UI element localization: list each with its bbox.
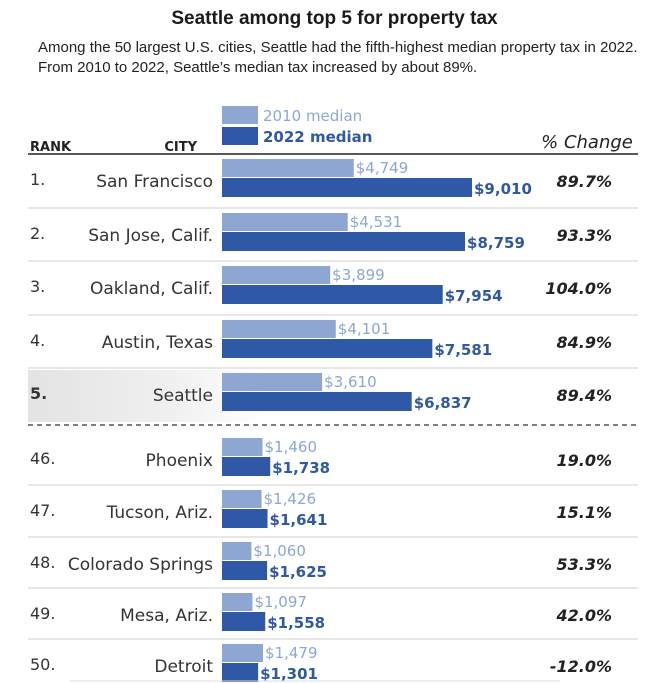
percent-change: 53.3% xyxy=(556,555,612,574)
legend-swatch-2010 xyxy=(222,106,258,124)
bar-2022 xyxy=(222,392,412,411)
table-row: $4,101 $7,581 4. Austin, Texas 84.9% xyxy=(28,320,638,369)
bar-2022 xyxy=(222,232,466,251)
bar-2022 xyxy=(222,612,266,631)
bar-2022 xyxy=(222,178,472,197)
bar-2010 xyxy=(222,266,331,284)
table-row: $1,460 $1,738 46. Phoenix 19.0% xyxy=(28,438,638,486)
rank-label: 50. xyxy=(30,655,55,674)
bar-label-2010: $3,610 xyxy=(324,373,377,391)
bar-label-2022: $1,625 xyxy=(269,563,327,581)
bar-label-2010: $1,426 xyxy=(264,490,317,508)
column-headers: RANK CITY % Change xyxy=(28,132,638,155)
percent-change: -12.0% xyxy=(550,657,612,676)
bar-2010 xyxy=(222,593,253,611)
legend-label-2010: 2010 median xyxy=(263,107,362,125)
rank-label: 4. xyxy=(30,331,45,350)
bar-label-2010: $1,479 xyxy=(265,644,318,662)
percent-change: 84.9% xyxy=(556,333,612,352)
city-label: Detroit xyxy=(154,657,213,677)
rank-label: 5. xyxy=(30,384,47,403)
percent-change: 89.7% xyxy=(556,172,612,191)
bar-label-2010: $1,097 xyxy=(254,593,307,611)
bar-label-2022: $1,558 xyxy=(267,614,325,632)
bar-2022 xyxy=(222,285,443,304)
percent-change: 42.0% xyxy=(555,606,612,625)
percent-change: 89.4% xyxy=(556,386,612,405)
bar-label-2010: $4,101 xyxy=(338,320,391,338)
bar-label-2022: $8,759 xyxy=(467,234,525,252)
bar-2022 xyxy=(222,561,268,580)
rank-label: 3. xyxy=(30,277,45,296)
rank-label: 49. xyxy=(30,604,55,623)
rank-header: RANK xyxy=(30,140,72,155)
chart-subtitle: Among the 50 largest U.S. cities, Seattl… xyxy=(38,39,638,76)
bar-label-2022: $7,581 xyxy=(434,341,492,359)
bar-label-2022: $1,738 xyxy=(272,459,330,477)
rank-label: 47. xyxy=(30,501,55,520)
bar-2010 xyxy=(222,644,264,662)
city-label: Tucson, Ariz. xyxy=(106,503,213,523)
bar-2010 xyxy=(222,320,336,338)
bar-2022 xyxy=(222,663,259,682)
percent-change: 93.3% xyxy=(556,226,612,245)
legend: 2010 median 2022 median xyxy=(222,106,372,146)
bar-label-2010: $4,749 xyxy=(356,159,409,177)
legend-swatch-2022 xyxy=(222,127,258,145)
bar-label-2010: $1,060 xyxy=(253,542,305,560)
table-row: $1,097 $1,558 49. Mesa, Ariz. 42.0% xyxy=(28,593,638,640)
bar-label-2010: $1,460 xyxy=(265,438,318,456)
percent-change: 19.0% xyxy=(556,451,612,470)
bar-label-2022: $6,837 xyxy=(414,394,472,412)
table-row: $3,610 $6,837 5. Seattle 89.4% xyxy=(28,370,638,426)
city-label: Colorado Springs xyxy=(68,555,213,575)
city-label: Oakland, Calif. xyxy=(90,279,213,299)
city-label: San Francisco xyxy=(96,172,213,192)
bar-2010 xyxy=(222,213,348,231)
chart-title: Seattle among top 5 for property tax xyxy=(171,8,498,29)
table-row: $4,531 $8,759 2. San Jose, Calif. 93.3% xyxy=(28,213,638,262)
percent-change: 104.0% xyxy=(545,279,612,298)
table-row: $1,426 $1,641 47. Tucson, Ariz. 15.1% xyxy=(28,490,638,538)
city-label: Seattle xyxy=(153,386,213,406)
bar-2022 xyxy=(222,457,271,476)
bar-2022 xyxy=(222,509,268,528)
bar-2010 xyxy=(222,159,354,177)
bar-2022 xyxy=(222,339,433,358)
table-row: $1,479 $1,301 50. Detroit -12.0% xyxy=(30,644,612,683)
change-header: % Change xyxy=(541,132,633,153)
chart-rows: $4,749 $9,010 1. San Francisco 89.7% $4,531 $8… xyxy=(28,159,638,683)
bar-label-2022: $9,010 xyxy=(474,180,532,198)
rank-label: 1. xyxy=(30,170,45,189)
bar-2010 xyxy=(222,542,252,560)
bar-label-2010: $4,531 xyxy=(350,213,403,231)
rank-label: 46. xyxy=(30,449,55,468)
bar-2010 xyxy=(222,438,263,456)
table-row: $1,060 $1,625 48. Colorado Springs 53.3% xyxy=(28,542,638,589)
bar-2010 xyxy=(222,373,323,391)
city-header: CITY xyxy=(164,140,197,155)
city-label: Austin, Texas xyxy=(102,333,213,353)
city-label: Phoenix xyxy=(146,451,213,471)
bar-label-2022: $1,301 xyxy=(260,665,318,683)
bar-2010 xyxy=(222,490,262,508)
percent-change: 15.1% xyxy=(556,503,612,522)
city-label: Mesa, Ariz. xyxy=(120,606,213,626)
legend-label-2022: 2022 median xyxy=(263,128,372,146)
rank-label: 2. xyxy=(30,224,45,243)
rank-label: 48. xyxy=(30,553,55,572)
city-label: San Jose, Calif. xyxy=(88,226,213,246)
table-row: $3,899 $7,954 3. Oakland, Calif. 104.0% xyxy=(28,266,638,316)
bar-label-2022: $1,641 xyxy=(270,511,328,529)
table-row: $4,749 $9,010 1. San Francisco 89.7% xyxy=(28,159,638,209)
bar-label-2010: $3,899 xyxy=(332,266,385,284)
bar-label-2022: $7,954 xyxy=(445,287,503,305)
